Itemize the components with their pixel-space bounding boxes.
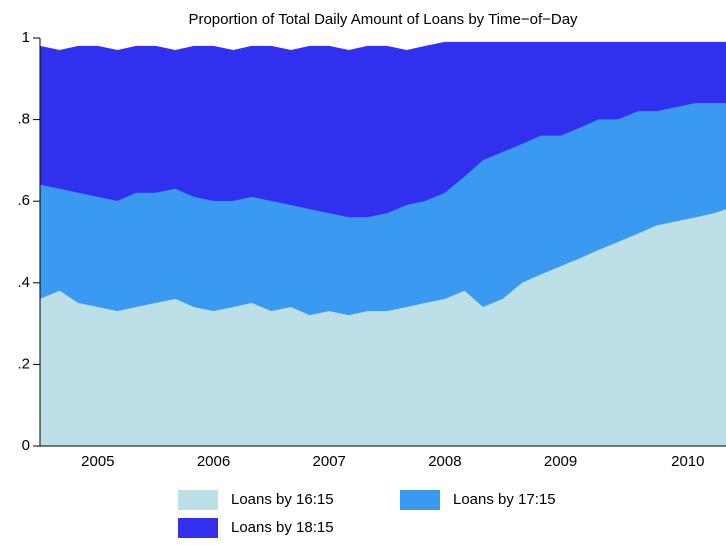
legend-swatch (400, 490, 440, 510)
y-tick-label: 1 (22, 29, 30, 46)
y-tick-label: .4 (17, 274, 30, 291)
y-tick-label: .2 (17, 355, 30, 372)
y-tick-label: .8 (17, 111, 30, 128)
x-tick-label: 2010 (671, 453, 704, 470)
x-tick-label: 2006 (197, 453, 230, 470)
x-tick-label: 2007 (313, 453, 346, 470)
y-tick-label: .6 (17, 192, 30, 209)
y-tick-label: 0 (22, 437, 30, 454)
legend-label: Loans by 17:15 (453, 491, 556, 508)
legend-swatch (178, 490, 218, 510)
x-tick-label: 2005 (81, 453, 114, 470)
legend-label: Loans by 16:15 (231, 491, 334, 508)
legend-swatch (178, 518, 218, 538)
chart-title: Proportion of Total Daily Amount of Loan… (188, 11, 578, 28)
area (39, 209, 726, 447)
legend-label: Loans by 18:15 (231, 519, 334, 536)
x-tick-label: 2008 (428, 453, 461, 470)
x-tick-label: 2009 (544, 453, 577, 470)
